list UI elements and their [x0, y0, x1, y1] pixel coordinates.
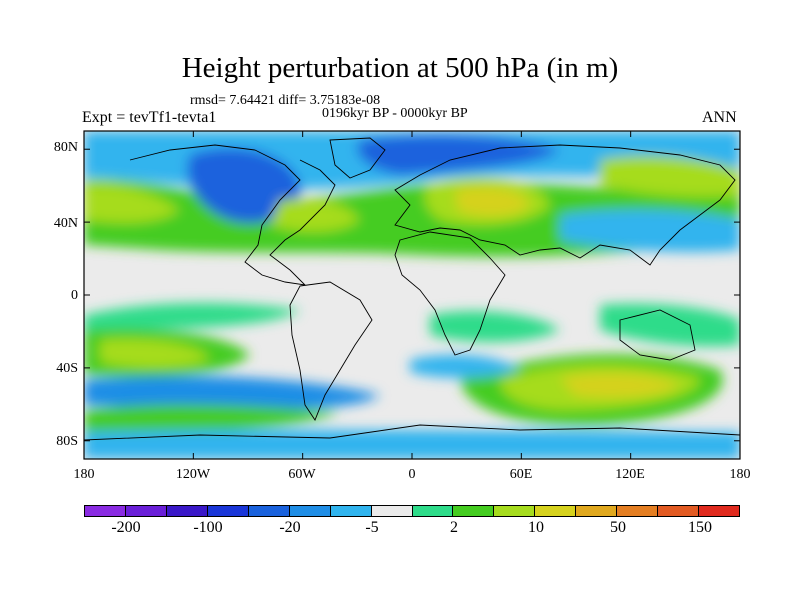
colorbar-swatch: [330, 506, 372, 516]
lon-tick-label: 120W: [175, 467, 211, 482]
field-region: [560, 373, 680, 398]
coastline-greenland: [329, 137, 386, 179]
colorbar-swatch: [494, 506, 536, 516]
lat-tick-label: 0: [71, 288, 78, 303]
field-region: [84, 429, 740, 459]
field-layer: [84, 131, 740, 459]
field-region: [84, 404, 340, 433]
field-region: [84, 375, 380, 410]
lon-tick-label: 180: [73, 467, 95, 482]
coastlines: [84, 137, 740, 441]
colorbar-swatch: [166, 506, 208, 516]
lon-tick-label: 0: [408, 467, 416, 482]
experiment-label: Expt = tevTf1-tevta1: [82, 109, 217, 126]
colorbar-swatch: [412, 506, 454, 516]
colorbar-label: -5: [365, 519, 379, 536]
stats-label: rmsd= 7.64421 diff= 3.75183e-08: [190, 93, 381, 108]
colorbar-swatch: [617, 506, 659, 516]
colorbar-swatch: [453, 506, 495, 516]
lat-tick-label: 80S: [56, 434, 78, 449]
field-region: [600, 303, 740, 347]
lat-tick-label: 40N: [53, 216, 78, 231]
colorbar: [84, 505, 740, 517]
colorbar-label: 50: [610, 519, 626, 536]
lat-tick-label: 80N: [53, 140, 78, 155]
page-title: Height perturbation at 500 hPa (in m): [181, 52, 619, 84]
lat-tick-label: 40S: [56, 361, 78, 376]
field-region: [600, 155, 740, 197]
colorbar-label: 10: [528, 519, 544, 536]
colorbar-swatch: [576, 506, 618, 516]
colorbar-label: -200: [111, 519, 141, 536]
lon-tick-label: 120E: [615, 467, 645, 482]
colorbar-label: 2: [450, 519, 458, 536]
colorbar-swatch: [658, 506, 700, 516]
lon-tick-label: 60W: [288, 467, 316, 482]
field-region: [84, 184, 180, 223]
lon-tick-label: 60E: [509, 467, 533, 482]
field-region: [100, 338, 210, 369]
coastline-south-america: [289, 281, 373, 421]
colorbar-swatch: [535, 506, 577, 516]
field-region: [187, 148, 301, 224]
field-region: [560, 209, 740, 252]
coastline-australia: [619, 309, 696, 361]
colorbar-label: 150: [688, 519, 712, 536]
season-label: ANN: [702, 109, 737, 126]
colorbar-swatch: [371, 506, 413, 516]
colorbar-swatch: [85, 506, 126, 516]
colorbar-label: -20: [279, 519, 301, 536]
field-region: [455, 186, 530, 217]
field-region: [84, 303, 300, 330]
coastline-eurasia: [394, 144, 736, 266]
colorbar-swatch: [289, 506, 331, 516]
colorbar-swatch: [207, 506, 249, 516]
colorbar-swatch: [125, 506, 167, 516]
field-region: [357, 134, 560, 175]
colorbar-swatch: [248, 506, 290, 516]
colorbar-label: -100: [193, 519, 223, 536]
coastline-antarctica: [84, 424, 740, 441]
colorbar-swatch: [699, 506, 739, 516]
field-region: [410, 354, 520, 378]
coastline-north-america: [129, 144, 336, 286]
lon-tick-label: 180: [729, 467, 751, 482]
period-label: 0196kyr BP - 0000kyr BP: [322, 106, 468, 121]
tick-marks: [83, 131, 741, 459]
coastline-africa: [394, 231, 506, 356]
field-region: [430, 310, 560, 342]
